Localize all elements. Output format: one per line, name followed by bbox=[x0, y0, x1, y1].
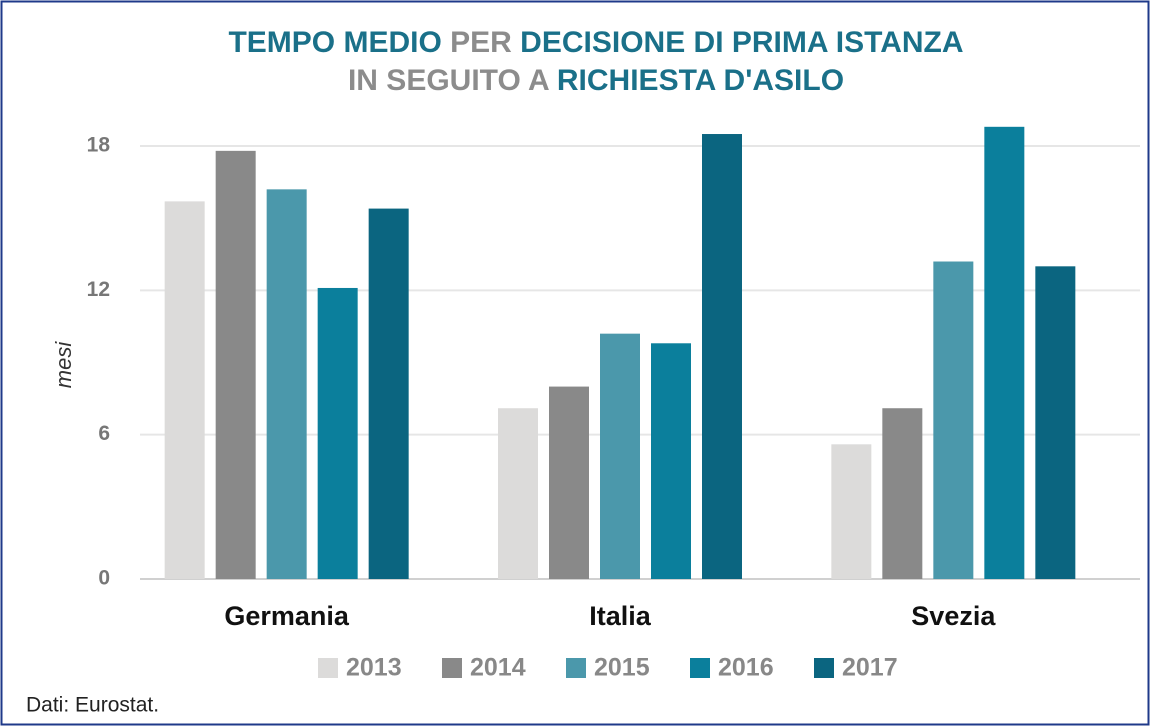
y-axis-label: mesi bbox=[51, 341, 76, 389]
bar bbox=[498, 408, 538, 579]
x-tick-label: Germania bbox=[224, 601, 350, 631]
bar bbox=[164, 201, 205, 579]
title-part: DECISIONE DI PRIMA ISTANZA bbox=[520, 26, 963, 59]
bar bbox=[933, 261, 974, 579]
legend-swatch bbox=[814, 658, 834, 678]
chart-title: IN SEGUITO A RICHIESTA D'ASILO bbox=[348, 64, 844, 97]
bar bbox=[702, 134, 742, 580]
bar bbox=[882, 408, 923, 579]
legend-label: 2016 bbox=[718, 654, 774, 682]
bar bbox=[266, 189, 307, 580]
legend-label: 2017 bbox=[842, 654, 898, 682]
legend-swatch bbox=[566, 658, 586, 678]
bar bbox=[1035, 266, 1076, 579]
x-tick-label: Italia bbox=[589, 601, 652, 631]
bar bbox=[549, 386, 589, 579]
bar bbox=[651, 343, 691, 579]
x-tick-label: Svezia bbox=[911, 601, 996, 631]
title-part: RICHIESTA D'ASILO bbox=[557, 64, 844, 97]
bar bbox=[317, 287, 358, 579]
legend-swatch bbox=[442, 658, 462, 678]
y-tick-label: 6 bbox=[98, 422, 110, 445]
y-tick-label: 18 bbox=[87, 134, 111, 157]
legend-label: 2013 bbox=[346, 654, 402, 682]
legend-swatch bbox=[690, 658, 710, 678]
legend-label: 2014 bbox=[470, 654, 526, 682]
y-tick-label: 0 bbox=[98, 567, 110, 590]
legend-label: 2015 bbox=[594, 654, 650, 682]
title-part: TEMPO MEDIO bbox=[228, 26, 450, 59]
legend-swatch bbox=[318, 658, 338, 678]
title-part: PER bbox=[450, 26, 520, 59]
bar bbox=[215, 150, 256, 579]
y-tick-label: 12 bbox=[87, 278, 110, 301]
source: Dati: Eurostat. bbox=[26, 694, 159, 717]
bar bbox=[984, 126, 1025, 580]
bar bbox=[368, 208, 409, 579]
title-part: IN SEGUITO A bbox=[348, 64, 557, 97]
chart-title: TEMPO MEDIO PER DECISIONE DI PRIMA ISTAN… bbox=[228, 26, 963, 59]
bar bbox=[600, 333, 640, 579]
bar bbox=[831, 444, 872, 579]
